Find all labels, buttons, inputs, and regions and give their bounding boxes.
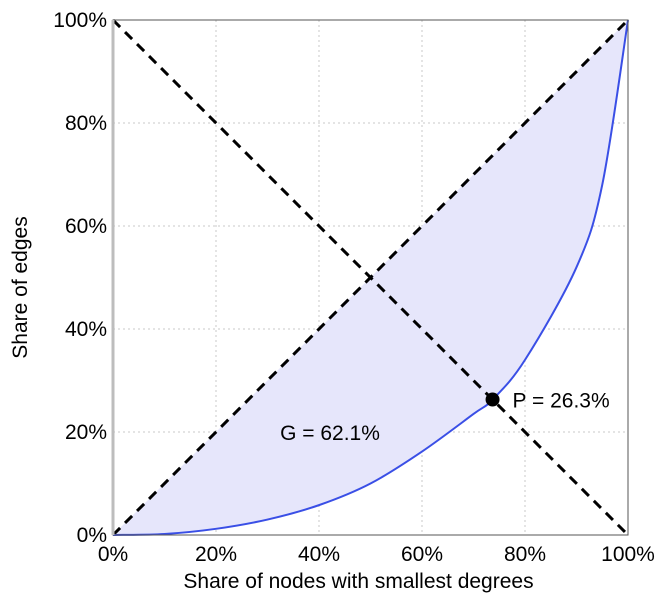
y-tick-label: 80% bbox=[65, 112, 107, 135]
y-tick-label: 100% bbox=[53, 9, 107, 32]
p-annotation: P = 26.3% bbox=[513, 390, 610, 413]
x-tick-label: 40% bbox=[298, 543, 340, 566]
y-tick-label: 0% bbox=[77, 524, 107, 547]
x-tick-label: 80% bbox=[504, 543, 546, 566]
x-axis-label: Share of nodes with smallest degrees bbox=[183, 570, 533, 593]
x-tick-labels: 0% 20% 40% 60% 80% 100% bbox=[98, 543, 655, 566]
y-tick-label: 60% bbox=[65, 215, 107, 238]
x-tick-label: 60% bbox=[401, 543, 443, 566]
grid-lines bbox=[113, 20, 628, 535]
x-tick-label: 20% bbox=[195, 543, 237, 566]
p-point-marker bbox=[485, 392, 500, 407]
y-tick-label: 40% bbox=[65, 318, 107, 341]
y-axis-label: Share of edges bbox=[9, 216, 32, 358]
g-annotation: G = 62.1% bbox=[280, 422, 380, 445]
y-tick-label: 20% bbox=[65, 421, 107, 444]
y-tick-labels: 0% 20% 40% 60% 80% 100% bbox=[53, 9, 107, 547]
x-tick-label: 0% bbox=[98, 543, 128, 566]
reference-lines bbox=[111, 18, 630, 537]
anti-diagonal-line bbox=[111, 18, 630, 537]
lorenz-curve bbox=[112, 19, 629, 536]
x-tick-label: 100% bbox=[601, 543, 655, 566]
